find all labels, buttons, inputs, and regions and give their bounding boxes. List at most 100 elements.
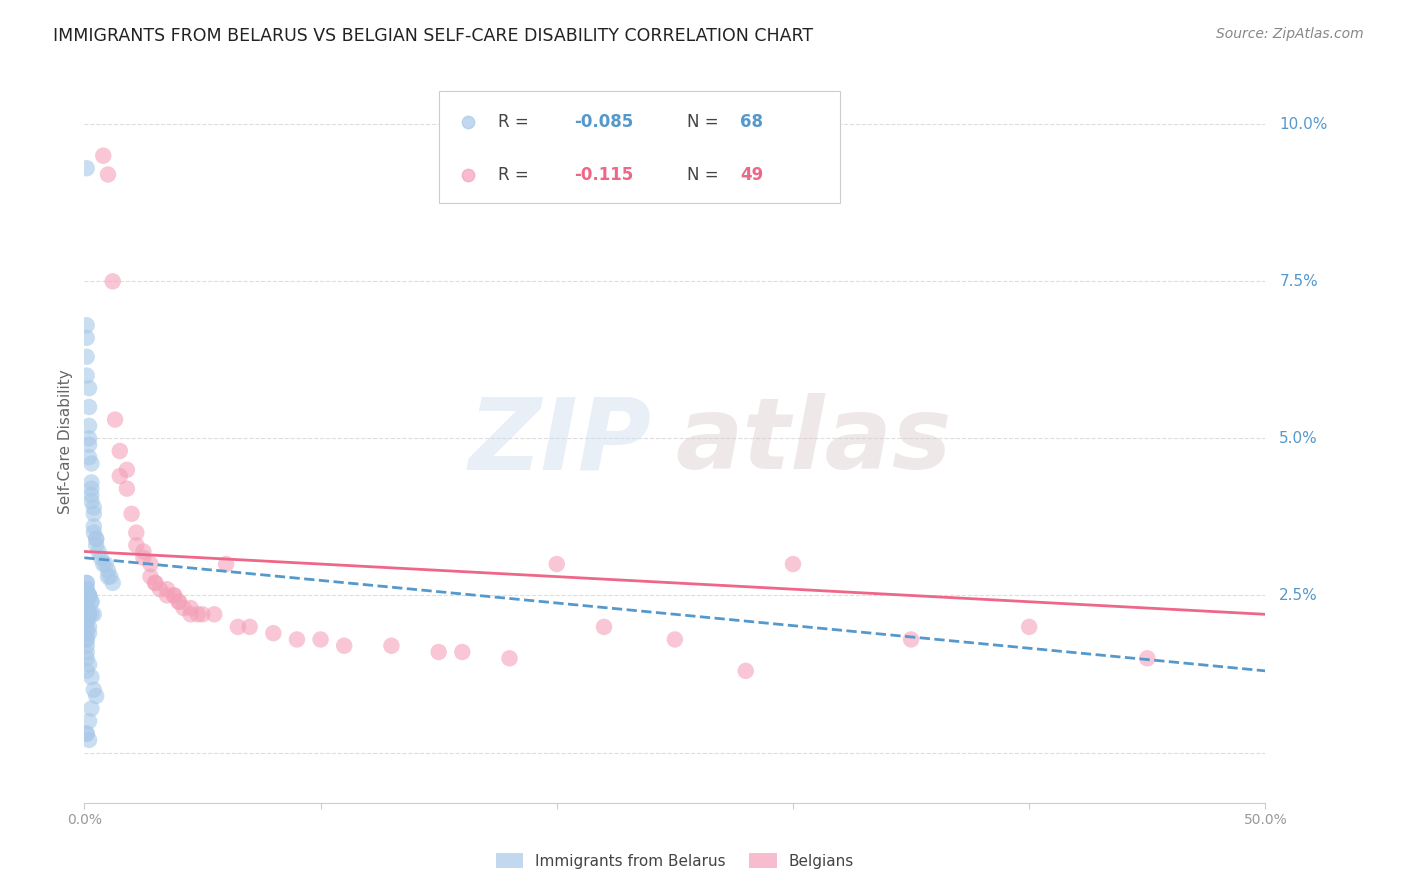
Point	[900, 632, 922, 647]
Point	[76, 632, 98, 647]
Point	[180, 607, 202, 622]
Point	[285, 632, 308, 647]
Point	[132, 550, 155, 565]
Point	[80, 475, 103, 490]
Point	[80, 595, 103, 609]
Point	[76, 632, 98, 647]
Point	[191, 607, 214, 622]
Point	[97, 168, 120, 182]
Point	[149, 582, 172, 597]
Point	[173, 601, 195, 615]
Point	[121, 507, 143, 521]
Point	[91, 557, 114, 571]
Point	[77, 589, 100, 603]
Point	[202, 607, 225, 622]
FancyBboxPatch shape	[439, 91, 841, 203]
Point	[84, 689, 107, 703]
Point	[1018, 620, 1040, 634]
Text: R =: R =	[498, 166, 538, 184]
Point	[76, 614, 98, 628]
Point	[101, 575, 124, 590]
Point	[546, 557, 568, 571]
Point	[76, 664, 98, 678]
Point	[83, 682, 105, 697]
Point	[97, 563, 120, 577]
Point	[380, 639, 402, 653]
Text: IMMIGRANTS FROM BELARUS VS BELGIAN SELF-CARE DISABILITY CORRELATION CHART: IMMIGRANTS FROM BELARUS VS BELGIAN SELF-…	[53, 27, 814, 45]
Point	[76, 161, 98, 176]
Point	[76, 620, 98, 634]
Point	[239, 620, 262, 634]
Point	[80, 607, 103, 622]
Point	[83, 525, 105, 540]
Point	[76, 639, 98, 653]
Point	[143, 575, 166, 590]
Point	[98, 569, 121, 583]
Point	[76, 645, 98, 659]
Point	[77, 450, 100, 465]
Point	[91, 149, 114, 163]
Text: N =: N =	[686, 113, 724, 131]
Point	[76, 601, 98, 615]
Point	[76, 331, 98, 345]
Point	[115, 463, 138, 477]
Point	[83, 500, 105, 515]
Point	[108, 444, 131, 458]
Point	[87, 544, 110, 558]
Text: atlas: atlas	[675, 393, 952, 490]
Point	[77, 400, 100, 414]
Point	[94, 557, 117, 571]
Text: Source: ZipAtlas.com: Source: ZipAtlas.com	[1216, 27, 1364, 41]
Point	[143, 575, 166, 590]
Point	[76, 350, 98, 364]
Text: 68: 68	[740, 113, 763, 131]
Point	[309, 632, 332, 647]
Point	[80, 701, 103, 715]
Point	[77, 607, 100, 622]
Point	[427, 645, 450, 659]
Point	[84, 532, 107, 546]
Text: -0.115: -0.115	[575, 166, 634, 184]
Point	[77, 589, 100, 603]
Point	[97, 569, 120, 583]
Text: -0.085: -0.085	[575, 113, 634, 131]
Point	[83, 607, 105, 622]
Point	[76, 575, 98, 590]
Point	[80, 595, 103, 609]
Point	[76, 651, 98, 665]
Point	[77, 733, 100, 747]
Point	[163, 589, 186, 603]
Point	[333, 639, 356, 653]
Point	[76, 614, 98, 628]
Point	[80, 488, 103, 502]
Point	[76, 318, 98, 333]
Point	[115, 482, 138, 496]
Point	[80, 482, 103, 496]
Point	[76, 575, 98, 590]
Point	[664, 632, 686, 647]
Text: N =: N =	[686, 166, 724, 184]
Point	[167, 595, 190, 609]
Point	[76, 727, 98, 741]
Point	[156, 589, 179, 603]
Text: 5.0%: 5.0%	[1279, 431, 1317, 446]
Point	[498, 651, 520, 665]
Point	[139, 569, 162, 583]
Point	[76, 626, 98, 640]
Point	[77, 607, 100, 622]
Point	[125, 525, 148, 540]
Text: ZIP: ZIP	[468, 393, 651, 490]
Point	[77, 589, 100, 603]
Point	[156, 582, 179, 597]
Point	[76, 582, 98, 597]
Text: 10.0%: 10.0%	[1279, 117, 1327, 132]
Point	[262, 626, 284, 640]
Point	[139, 557, 162, 571]
Point	[76, 601, 98, 615]
Point	[782, 557, 804, 571]
Point	[132, 544, 155, 558]
Point	[77, 418, 100, 433]
Point	[167, 595, 190, 609]
Point	[77, 714, 100, 728]
Point	[77, 381, 100, 395]
